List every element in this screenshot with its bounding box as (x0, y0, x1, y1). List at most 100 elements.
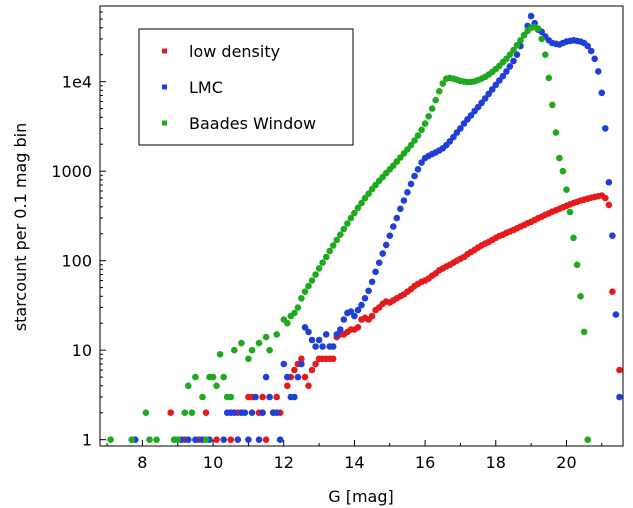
data-point (457, 125, 464, 132)
data-point (308, 366, 316, 374)
data-point (602, 125, 609, 132)
data-point (262, 436, 270, 444)
data-point (616, 366, 623, 374)
data-point (580, 328, 588, 336)
data-point (220, 373, 227, 381)
data-point (192, 436, 199, 444)
data-point (248, 346, 256, 354)
data-point (174, 436, 181, 444)
data-point (276, 436, 284, 444)
data-point (294, 373, 302, 381)
data-point (322, 331, 330, 338)
data-point (192, 373, 199, 381)
data-point (503, 68, 510, 75)
plot-frame (99, 5, 624, 447)
data-point (414, 166, 422, 173)
data-point (542, 51, 549, 58)
x-tick-label: 8 (137, 453, 147, 472)
data-point (538, 35, 545, 43)
y-tick-label: 100 (61, 252, 92, 271)
data-point (185, 436, 192, 444)
data-point (255, 436, 263, 444)
data-point (587, 47, 595, 55)
data-point (301, 288, 309, 296)
data-point (404, 189, 411, 196)
data-point (167, 409, 174, 417)
legend-label: Baades Window (189, 114, 316, 133)
data-point (488, 86, 496, 93)
y-tick-label: 1 (82, 431, 92, 450)
data-point (616, 393, 623, 401)
data-point (435, 88, 443, 95)
x-tick-label: 18 (486, 453, 506, 472)
x-tick-label: 14 (344, 453, 364, 472)
data-point (308, 277, 316, 284)
data-point (326, 247, 334, 255)
data-point (513, 42, 521, 49)
data-point (234, 436, 242, 444)
data-point (354, 204, 362, 212)
data-point (609, 288, 616, 296)
data-point (421, 120, 429, 127)
data-point (188, 409, 196, 417)
data-point (248, 409, 256, 417)
data-point (291, 309, 298, 317)
y-tick-label: 10 (72, 341, 92, 360)
data-point (291, 366, 298, 374)
data-point (513, 51, 521, 58)
data-point (231, 346, 238, 354)
data-point (344, 220, 351, 227)
data-point (142, 409, 150, 417)
data-point (407, 180, 415, 188)
data-point (534, 25, 542, 32)
data-point (255, 339, 263, 347)
x-axis-label: G [mag] (328, 487, 394, 506)
data-point (305, 382, 312, 390)
series-low-density (167, 192, 623, 444)
data-point (329, 355, 337, 363)
data-point (393, 214, 401, 222)
data-point (284, 319, 291, 327)
data-point (428, 105, 436, 112)
data-point (252, 393, 259, 401)
data-point (298, 355, 305, 363)
data-point (450, 133, 457, 141)
data-point (308, 336, 316, 344)
data-point (414, 132, 422, 139)
data-point (241, 409, 249, 417)
data-point (305, 282, 312, 290)
data-point (556, 154, 563, 162)
data-point (577, 293, 584, 300)
y-axis: 1 10 100 1000 1e4 (51, 5, 106, 450)
data-point (368, 312, 376, 320)
data-point (605, 201, 613, 209)
data-point (315, 336, 323, 344)
data-point (563, 186, 570, 193)
legend-marker (162, 120, 167, 126)
data-point (566, 208, 574, 216)
data-point (368, 278, 376, 286)
data-point (333, 236, 341, 244)
data-point (284, 373, 291, 381)
data-point (259, 409, 266, 417)
data-point (425, 113, 432, 120)
data-point (584, 436, 591, 444)
data-point (485, 90, 493, 98)
data-point (591, 55, 598, 63)
data-point (609, 232, 616, 239)
data-point (322, 253, 330, 261)
data-point (319, 259, 326, 267)
data-point (602, 194, 609, 202)
y-tick-label: 1e4 (62, 73, 92, 92)
data-point (301, 373, 309, 381)
data-point (337, 231, 344, 238)
data-point (312, 343, 319, 350)
data-point (432, 96, 440, 104)
x-tick-label: 16 (415, 453, 435, 472)
data-point (365, 287, 372, 295)
data-point (478, 99, 485, 107)
data-point (354, 306, 362, 314)
data-point (358, 199, 365, 207)
data-point (407, 141, 415, 149)
x-tick-label: 20 (556, 453, 576, 472)
